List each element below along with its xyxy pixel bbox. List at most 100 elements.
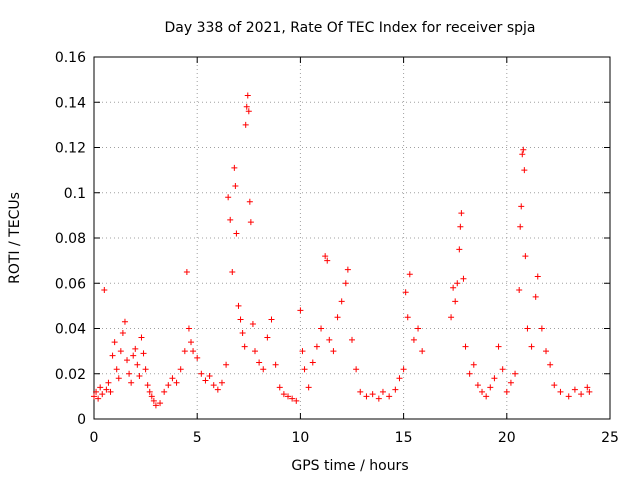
data-point <box>584 384 591 391</box>
data-point <box>140 350 147 357</box>
data-point <box>289 395 296 402</box>
data-point <box>206 373 213 380</box>
data-point <box>247 219 254 226</box>
data-point <box>95 395 102 402</box>
y-tick-label: 0.08 <box>55 231 86 247</box>
data-point <box>452 298 459 305</box>
data-point <box>150 397 157 404</box>
data-point <box>223 361 230 368</box>
data-point <box>130 352 137 359</box>
x-tick-label: 10 <box>291 430 309 446</box>
data-point <box>231 164 238 171</box>
data-points <box>91 92 593 409</box>
y-tick-label: 0 <box>77 412 86 428</box>
data-point <box>519 151 526 158</box>
data-point <box>334 314 341 321</box>
data-point <box>244 92 251 99</box>
data-point <box>456 246 463 253</box>
data-point <box>280 391 287 398</box>
data-point <box>518 203 525 210</box>
data-point <box>487 384 494 391</box>
data-point <box>103 386 110 393</box>
data-point <box>313 343 320 350</box>
data-point <box>276 384 283 391</box>
data-point <box>344 266 351 273</box>
data-point <box>402 289 409 296</box>
x-tick-label: 0 <box>90 430 99 446</box>
data-point <box>516 287 523 294</box>
data-point <box>285 393 292 400</box>
data-point <box>148 393 155 400</box>
data-point <box>522 253 529 260</box>
data-point <box>396 375 403 382</box>
data-point <box>157 400 164 407</box>
data-point <box>241 343 248 350</box>
data-point <box>229 268 236 275</box>
data-point <box>165 382 172 389</box>
x-tick-label: 5 <box>193 430 202 446</box>
data-point <box>124 357 131 364</box>
data-point <box>169 375 176 382</box>
data-point <box>406 271 413 278</box>
data-point <box>243 103 250 110</box>
y-tick-label: 0.12 <box>55 141 86 157</box>
data-point <box>97 384 104 391</box>
data-point <box>264 334 271 341</box>
data-point <box>142 366 149 373</box>
data-point <box>524 325 531 332</box>
x-tick-label: 15 <box>395 430 413 446</box>
data-point <box>458 210 465 217</box>
data-point <box>237 316 244 323</box>
data-point <box>119 330 126 337</box>
data-point <box>251 348 258 355</box>
data-point <box>353 366 360 373</box>
data-point <box>495 343 502 350</box>
data-point <box>305 384 312 391</box>
data-point <box>571 386 578 393</box>
data-point <box>144 382 151 389</box>
plot-frame <box>93 56 611 420</box>
data-point <box>117 348 124 355</box>
data-point <box>363 393 370 400</box>
data-point <box>138 334 145 341</box>
data-point <box>109 352 116 359</box>
data-point <box>547 361 554 368</box>
data-point <box>297 307 304 314</box>
data-point <box>272 361 279 368</box>
data-point <box>543 348 550 355</box>
data-point <box>245 108 252 115</box>
data-point <box>521 167 528 174</box>
data-point <box>538 325 545 332</box>
data-point <box>194 354 201 361</box>
data-point <box>528 343 535 350</box>
data-point <box>198 370 205 377</box>
data-point <box>330 348 337 355</box>
data-point <box>301 366 308 373</box>
data-point <box>91 393 97 400</box>
data-point <box>249 320 256 327</box>
data-point <box>293 397 300 404</box>
data-point <box>260 366 267 373</box>
data-point <box>375 395 382 402</box>
data-point <box>369 391 376 398</box>
data-point <box>457 223 464 230</box>
data-point <box>214 386 221 393</box>
data-point <box>268 316 275 323</box>
data-point <box>101 287 108 294</box>
data-point <box>503 388 510 395</box>
data-point <box>349 336 355 343</box>
data-point <box>534 273 541 280</box>
data-point <box>507 379 514 386</box>
data-point <box>146 388 153 395</box>
x-tick-label: 20 <box>498 430 516 446</box>
data-point <box>466 370 473 377</box>
data-point <box>532 293 539 300</box>
data-point <box>450 284 457 291</box>
data-point <box>520 146 527 153</box>
data-point <box>128 379 135 386</box>
data-point <box>111 339 118 346</box>
data-point <box>557 388 564 395</box>
chart-title: Day 338 of 2021, Rate Of TEC Index for r… <box>164 20 535 36</box>
y-tick-label: 0.06 <box>55 276 86 292</box>
